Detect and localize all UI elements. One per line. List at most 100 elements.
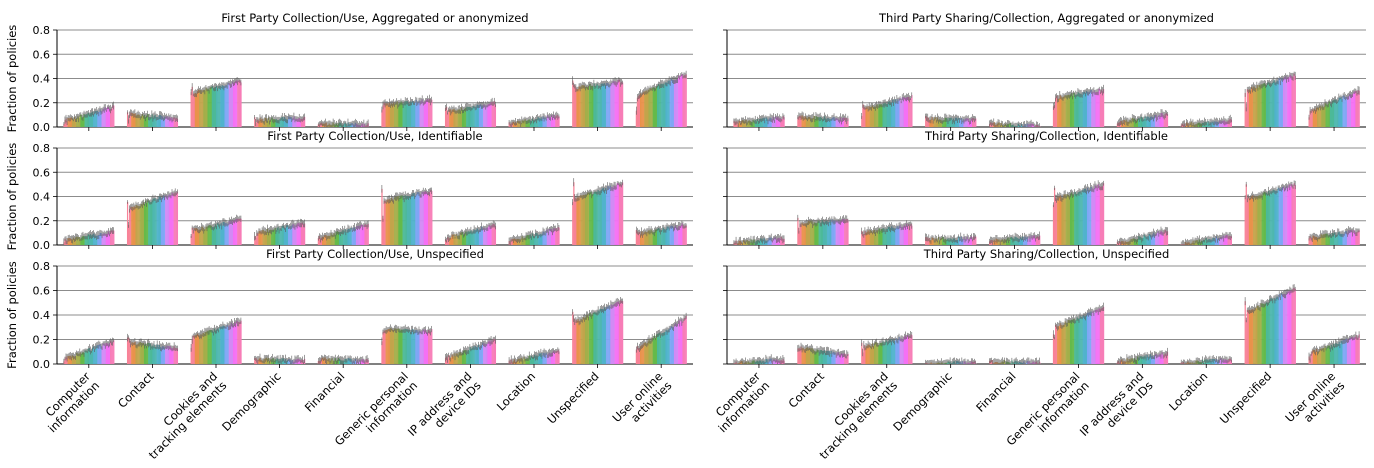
- bar: [594, 312, 596, 364]
- bar: [142, 343, 145, 364]
- bar: [477, 230, 480, 245]
- bar: [658, 333, 660, 364]
- bar: [873, 106, 876, 127]
- bar: [299, 119, 301, 127]
- bar: [232, 82, 235, 127]
- bar: [869, 230, 871, 245]
- bar: [146, 346, 148, 364]
- bar: [602, 309, 605, 364]
- bar-group: [126, 188, 179, 245]
- bar: [426, 193, 429, 245]
- bar: [239, 80, 241, 127]
- bar: [736, 121, 738, 127]
- bar: [603, 83, 606, 127]
- bar: [1254, 87, 1256, 127]
- x-tick-label: Contact: [115, 369, 157, 411]
- bar: [654, 338, 657, 364]
- bar: [210, 225, 212, 245]
- bar: [768, 118, 770, 127]
- bar: [89, 113, 92, 127]
- bar: [338, 232, 341, 245]
- bar: [214, 224, 217, 245]
- bar: [910, 223, 912, 245]
- bar: [1315, 107, 1318, 127]
- bar: [1149, 116, 1152, 127]
- bar: [77, 116, 79, 127]
- bar: [486, 227, 488, 245]
- bar: [659, 332, 661, 364]
- bar: [490, 340, 492, 364]
- bar: [1348, 93, 1351, 127]
- bar: [199, 335, 201, 364]
- bar: [405, 101, 407, 127]
- bar: [135, 344, 137, 364]
- bar: [843, 117, 845, 127]
- bar: [89, 350, 92, 364]
- bar: [965, 238, 967, 245]
- bar: [684, 75, 686, 127]
- bar: [975, 118, 977, 127]
- bar: [617, 183, 619, 245]
- bar: [111, 230, 113, 245]
- bar: [64, 358, 66, 364]
- bar: [106, 233, 109, 245]
- bar: [170, 117, 172, 127]
- bar: [288, 359, 290, 364]
- bar: [144, 200, 147, 245]
- bar: [217, 328, 219, 364]
- bar: [1018, 238, 1021, 245]
- bar: [95, 235, 97, 245]
- bar: [679, 77, 681, 127]
- bar: [1074, 191, 1076, 245]
- bar: [550, 229, 553, 245]
- bar: [152, 346, 154, 364]
- bar: [1135, 120, 1138, 127]
- bar: [236, 80, 238, 127]
- bar: [526, 358, 528, 364]
- bar: [780, 119, 782, 127]
- bar: [960, 236, 962, 245]
- bar: [382, 218, 384, 245]
- bar: [254, 236, 256, 245]
- bar: [65, 356, 67, 364]
- bar: [1334, 232, 1336, 245]
- bar: [1099, 186, 1102, 245]
- bar: [894, 228, 896, 245]
- bar: [1264, 192, 1267, 245]
- bar: [1320, 107, 1322, 127]
- bar: [426, 332, 429, 364]
- bar: [280, 228, 282, 245]
- bar: [1259, 85, 1261, 127]
- bar: [359, 225, 361, 245]
- bar: [1063, 96, 1065, 127]
- bar: [342, 230, 344, 245]
- bar: [658, 227, 660, 245]
- bar: [488, 224, 490, 245]
- bar: [518, 239, 520, 245]
- bar: [415, 99, 417, 127]
- bar: [389, 200, 392, 245]
- bar: [451, 234, 453, 245]
- bar: [383, 330, 385, 364]
- bar: [484, 228, 486, 245]
- bar: [1059, 195, 1061, 245]
- bar: [831, 219, 833, 245]
- bar: [257, 120, 259, 127]
- bar: [1274, 190, 1276, 245]
- bar: [670, 225, 672, 245]
- bar: [479, 104, 482, 127]
- bar: [1093, 187, 1095, 245]
- bar: [908, 96, 910, 127]
- bar: [652, 338, 654, 364]
- bar: [1358, 90, 1360, 127]
- bar: [648, 230, 650, 245]
- bar: [460, 232, 463, 245]
- bar: [593, 83, 595, 127]
- bar: [298, 224, 300, 245]
- bar: [1249, 197, 1252, 245]
- bar: [402, 195, 404, 245]
- bar: [1345, 231, 1348, 245]
- bar: [210, 330, 212, 364]
- bar: [641, 94, 643, 127]
- bar: [672, 80, 675, 127]
